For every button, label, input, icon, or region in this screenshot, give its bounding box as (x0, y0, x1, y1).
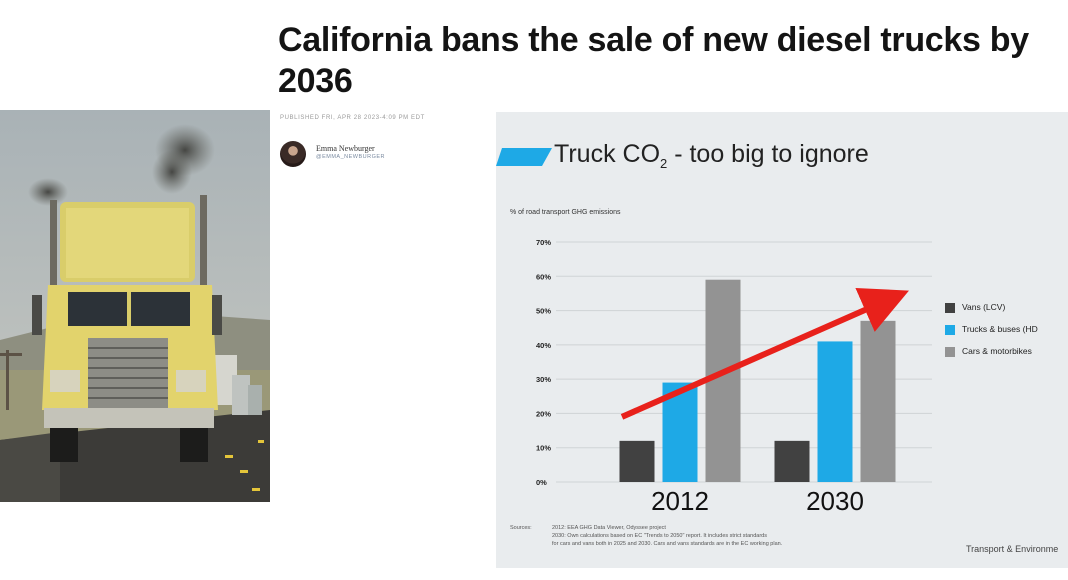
y-tick-label: 50% (536, 307, 551, 316)
trend-arrow (620, 287, 909, 420)
chart-title-subscript: 2 (660, 156, 668, 171)
author-handle[interactable]: @EMMA_NEWBURGER (316, 154, 386, 160)
chart-title: Truck CO2 - too big to ignore (554, 140, 869, 171)
bar-2030-1 (817, 341, 853, 482)
sources-label: Sources: (510, 525, 532, 531)
legend-label: Cars & motorbikes (962, 346, 1032, 356)
legend-swatch (945, 303, 955, 313)
y-axis-label: % of road transport GHG emissions (510, 209, 621, 216)
y-tick-label: 70% (536, 238, 551, 247)
author-name[interactable]: Emma Newburger (316, 144, 375, 153)
chart-canvas: 0% 10% 20% 30% 40% 50% 60% 70% 2012 2030 (496, 148, 932, 516)
y-tick-label: 40% (536, 341, 551, 350)
sources-line: 2030: Own calculations based on EC "Tren… (552, 533, 767, 539)
publish-date: PUBLISHED FRI, APR 28 2023-4:09 PM EDT (280, 115, 425, 121)
truck-photo-image (0, 110, 270, 502)
bar-2030-0 (774, 440, 810, 482)
sources-line: for cars and vans both in 2025 and 2030.… (552, 541, 783, 547)
chart-title-rest: - too big to ignore (667, 140, 869, 168)
legend-swatch (945, 347, 955, 357)
x-category-label: 2012 (651, 486, 709, 516)
bar-2012-2 (705, 279, 741, 482)
chart-legend: Vans (LCV) Trucks & buses (HD Cars & motor… (945, 300, 1068, 366)
article-headline: California bans the sale of new diesel t… (278, 21, 1029, 100)
y-tick-label: 0% (536, 478, 547, 487)
legend-item: Cars & motorbikes (945, 344, 1068, 366)
legend-item: Trucks & buses (HD (945, 322, 1068, 344)
title-accent-bar (496, 148, 552, 166)
legend-item: Vans (LCV) (945, 300, 1068, 322)
sources-line: 2012: EEA GHG Data Viewer, Odyssee proje… (552, 525, 666, 531)
legend-swatch (945, 325, 955, 335)
y-tick-label: 20% (536, 409, 551, 418)
chart-title-main: Truck CO (554, 140, 661, 168)
x-category-label: 2030 (806, 486, 864, 516)
legend-label: Vans (LCV) (962, 302, 1006, 312)
truck-photo (0, 110, 270, 502)
legend-label: Trucks & buses (HD (962, 324, 1038, 334)
author-avatar[interactable] (280, 141, 306, 167)
y-tick-label: 30% (536, 375, 551, 384)
bar-2012-0 (619, 440, 655, 482)
y-tick-label: 10% (536, 444, 551, 453)
y-tick-label: 60% (536, 272, 551, 281)
truck-co2-chart: 0% 10% 20% 30% 40% 50% 60% 70% 2012 2030 Truck CO… (496, 112, 1068, 568)
publisher-brand: Transport & Environme (966, 544, 1059, 554)
bar-2030-2 (860, 320, 896, 482)
